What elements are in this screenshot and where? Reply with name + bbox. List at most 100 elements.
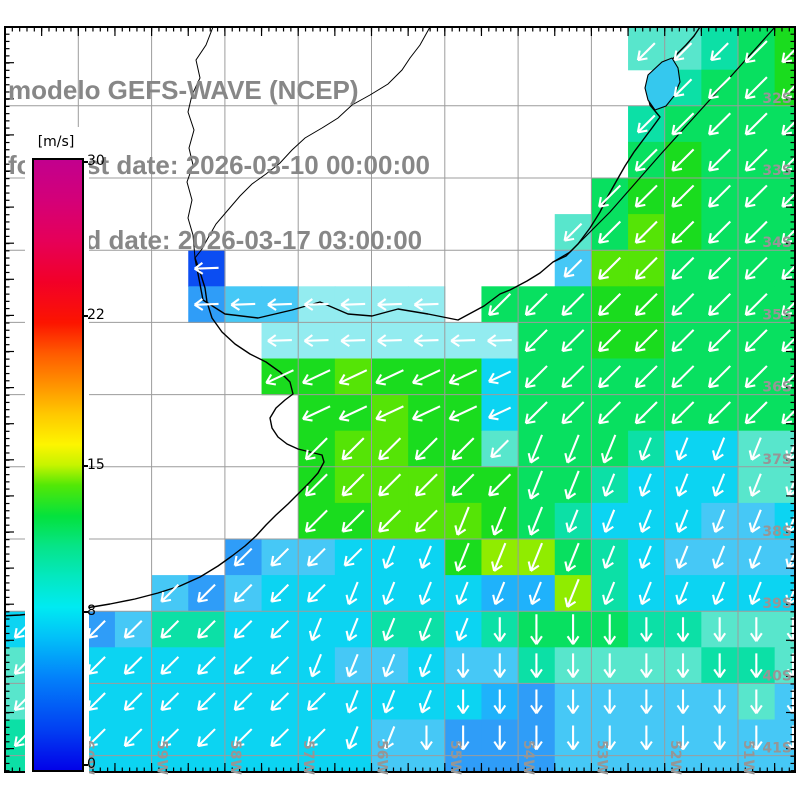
- wind-arrow: [377, 334, 402, 347]
- wind-arrow: [193, 262, 219, 275]
- wind-arrow: [712, 509, 726, 533]
- wave-cell: [151, 719, 189, 772]
- wind-arrow: [490, 439, 510, 459]
- wind-arrow: [598, 256, 622, 280]
- map-frame: [4, 26, 796, 773]
- wind-arrow: [530, 653, 543, 678]
- wind-arrow: [197, 692, 216, 711]
- wind-arrow: [561, 401, 585, 425]
- colorbar-tick-label: 8: [87, 603, 96, 619]
- graticule-layer: [5, 27, 795, 772]
- wave-cell: [774, 719, 795, 772]
- wave-cell: [774, 683, 795, 721]
- wind-arrow: [676, 617, 690, 642]
- wind-arrow: [785, 509, 795, 533]
- wind-arrow: [640, 617, 653, 642]
- wind-arrow: [123, 728, 143, 748]
- wind-arrow: [744, 365, 768, 389]
- wind-arrow: [270, 547, 290, 567]
- wind-arrow: [598, 220, 622, 244]
- wind-arrow: [744, 329, 768, 353]
- latitude-label: 35S: [762, 307, 792, 323]
- wind-arrow: [564, 470, 580, 500]
- wind-arrow: [345, 726, 359, 750]
- wind-arrow: [708, 401, 732, 425]
- wind-arrow: [634, 220, 658, 244]
- wind-arrow: [712, 437, 726, 461]
- wave-cell: [114, 719, 153, 772]
- wind-arrow: [197, 728, 216, 748]
- wind-arrow: [598, 329, 622, 353]
- wind-arrow: [455, 581, 469, 606]
- wind-arrow: [527, 542, 544, 572]
- wind-arrow: [713, 689, 727, 715]
- wind-arrow: [123, 620, 143, 639]
- wave-cell: [224, 719, 263, 772]
- wind-arrow: [638, 545, 652, 570]
- wind-arrow: [524, 293, 548, 316]
- wind-arrow: [270, 692, 290, 711]
- wind-arrow: [197, 656, 216, 675]
- wind-arrow: [492, 581, 506, 606]
- wind-arrow: [524, 365, 548, 389]
- wind-arrow: [634, 148, 658, 172]
- wind-arrow: [712, 581, 726, 606]
- colorbar-tick-mark: [82, 611, 88, 613]
- wind-arrow: [160, 656, 180, 675]
- wind-arrow: [708, 329, 732, 353]
- wind-arrow: [454, 542, 470, 572]
- wind-arrow: [160, 728, 180, 748]
- longitude-label: 51W: [740, 740, 756, 775]
- wind-arrow: [781, 365, 795, 389]
- wave-cell: [774, 105, 795, 143]
- wave-cell: [628, 27, 666, 71]
- wind-arrow: [638, 473, 652, 497]
- wind-arrow: [785, 581, 795, 606]
- wind-arrow: [530, 689, 543, 715]
- wind-arrow: [378, 437, 402, 461]
- wind-arrow: [448, 405, 478, 422]
- wind-arrow: [413, 334, 439, 347]
- river-line: [194, 27, 431, 259]
- wind-arrow: [488, 473, 512, 497]
- wave-cell: [774, 27, 795, 71]
- wind-arrow: [491, 542, 507, 572]
- wind-arrow: [713, 653, 727, 678]
- wind-arrow: [671, 220, 695, 244]
- wind-arrow: [565, 509, 579, 533]
- wind-arrow: [304, 437, 328, 461]
- wind-arrow: [491, 506, 507, 536]
- wind-arrow: [634, 365, 658, 389]
- wind-arrow: [233, 547, 253, 567]
- wind-arrow: [338, 369, 368, 386]
- wind-arrow: [270, 656, 290, 675]
- latitude-label: 39S: [762, 596, 792, 612]
- longitude-label: 58W: [227, 740, 243, 775]
- wind-arrow: [708, 148, 732, 172]
- wind-arrow: [634, 256, 658, 280]
- wind-arrow: [340, 334, 366, 347]
- longitude-label: 59W: [154, 740, 170, 775]
- wind-arrow: [302, 405, 331, 422]
- wind-arrow: [530, 725, 543, 751]
- wind-arrow: [448, 369, 478, 386]
- wind-arrow: [744, 184, 768, 208]
- wind-arrow: [230, 298, 256, 311]
- wind-arrow: [233, 583, 253, 603]
- wind-arrow: [671, 293, 695, 316]
- wind-arrow: [634, 401, 658, 425]
- wind-arrow: [564, 578, 580, 608]
- wind-arrow: [566, 653, 580, 678]
- wind-arrow: [338, 405, 368, 422]
- wind-arrow: [377, 298, 402, 311]
- wind-arrow: [744, 40, 768, 64]
- wind-arrow: [307, 728, 326, 748]
- wave-cell: [774, 466, 795, 504]
- wind-arrow: [487, 370, 512, 385]
- wind-arrow: [197, 620, 216, 639]
- wind-arrow: [160, 620, 180, 639]
- wind-arrow: [451, 473, 475, 497]
- wind-arrow: [744, 293, 768, 316]
- wind-arrow: [233, 656, 253, 675]
- wind-arrow: [744, 76, 768, 100]
